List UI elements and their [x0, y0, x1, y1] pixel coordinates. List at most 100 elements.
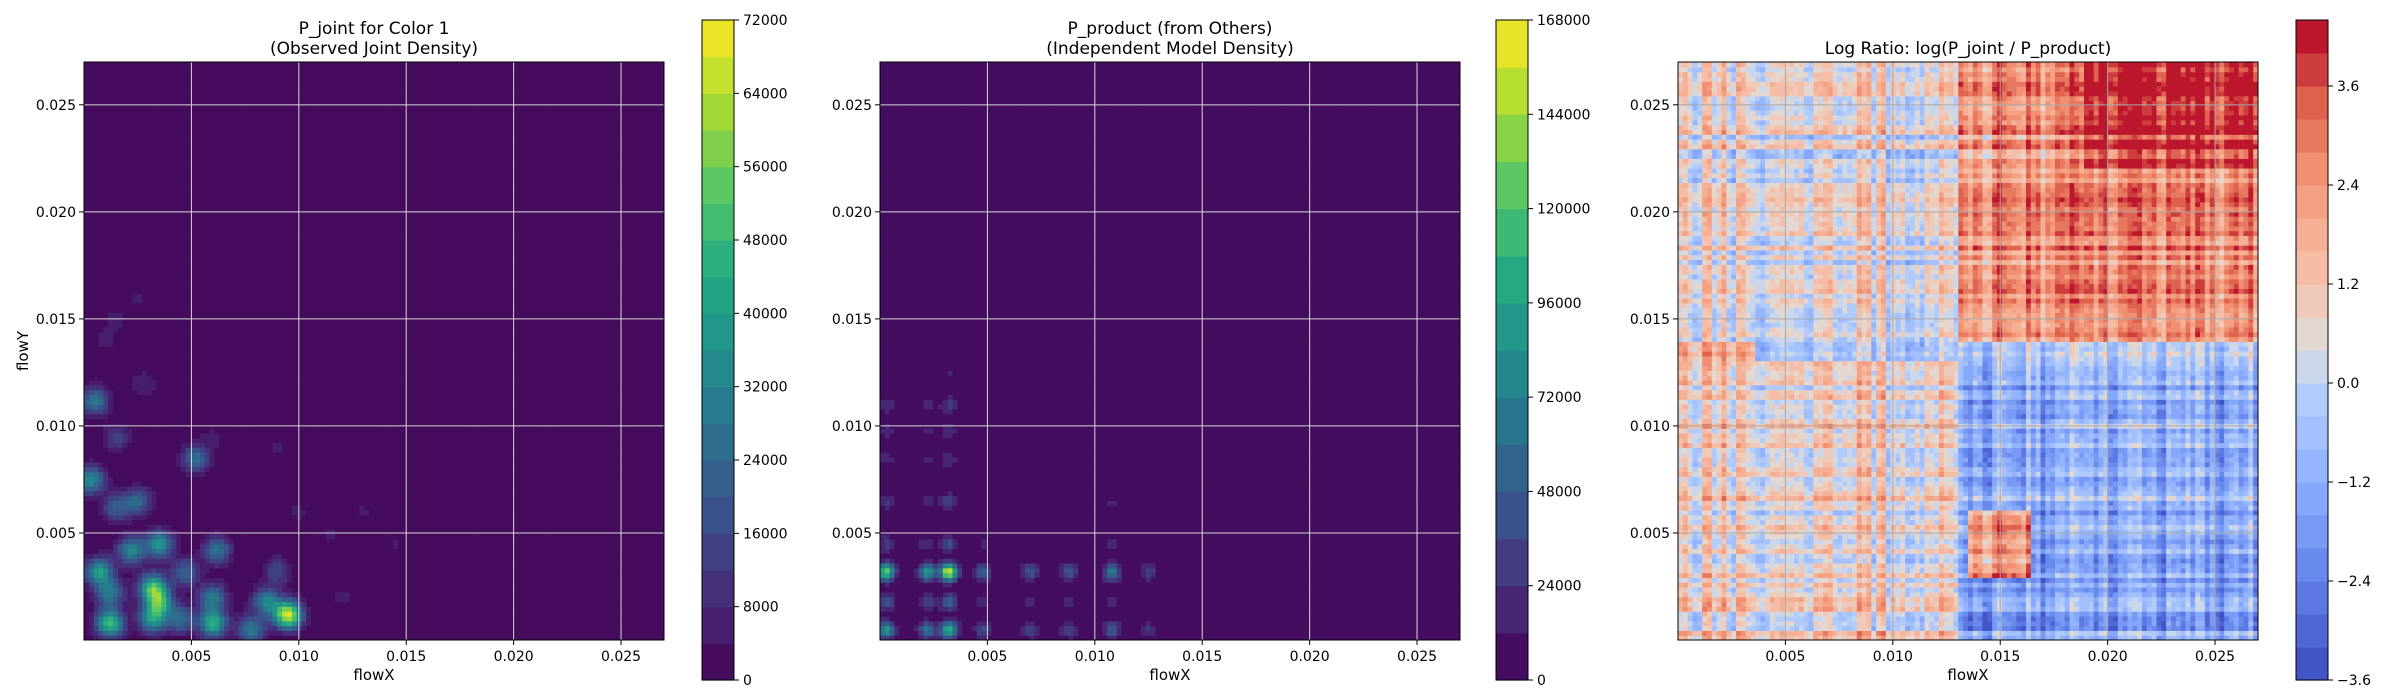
heatmap-cell [407, 529, 414, 535]
heatmap-cell [306, 524, 312, 530]
heatmap-cell [209, 437, 216, 444]
heatmap-cell [175, 485, 182, 492]
heatmap-cell [596, 558, 602, 564]
heatmap-cell [127, 524, 133, 530]
heatmap-cell [166, 558, 172, 564]
heatmap-cell [335, 615, 341, 622]
heatmap-cell [253, 553, 259, 559]
heatmap-cell [514, 572, 520, 578]
heatmap-cell [306, 596, 312, 603]
heatmap-cell [325, 620, 332, 627]
heatmap-cell [528, 529, 535, 535]
heatmap-cell [209, 476, 216, 482]
heatmap-cell [306, 611, 312, 617]
heatmap-cell [137, 615, 143, 622]
heatmap-cell [122, 591, 129, 598]
heatmap-cell [480, 481, 486, 487]
heatmap-cell [200, 485, 206, 492]
heatmap-cell [649, 481, 655, 487]
heatmap-cell [654, 481, 660, 487]
heatmap-cell [417, 442, 423, 448]
heatmap-cell [195, 466, 201, 473]
heatmap-cell [195, 601, 201, 607]
heatmap-cell [485, 620, 491, 627]
heatmap-cell [630, 562, 636, 569]
heatmap-cell [200, 447, 206, 453]
heatmap-cell [364, 452, 370, 458]
heatmap-cell [214, 442, 220, 448]
heatmap-cell [485, 611, 491, 617]
heatmap-cell [378, 529, 385, 535]
heatmap-cell [345, 611, 351, 617]
heatmap-cell [635, 447, 641, 453]
heatmap-cell [625, 447, 631, 453]
heatmap-cell [543, 452, 549, 458]
heatmap-cell [630, 630, 636, 636]
heatmap-cell [137, 635, 143, 640]
heatmap-cell [364, 548, 370, 554]
heatmap-cell [422, 538, 428, 545]
heatmap-cell [272, 596, 278, 603]
heatmap-cell [649, 606, 655, 612]
heatmap-cell [504, 447, 510, 453]
heatmap-cell [552, 476, 559, 482]
heatmap-cell [113, 543, 119, 550]
heatmap-cell [171, 587, 177, 593]
heatmap-cell [262, 562, 269, 569]
heatmap-cell [253, 611, 259, 617]
heatmap-cell [470, 447, 477, 453]
heatmap-cell [287, 635, 293, 640]
heatmap-cell [485, 567, 491, 574]
heatmap-cell [340, 615, 346, 622]
heatmap-cell [436, 582, 443, 588]
heatmap-cell [403, 630, 409, 636]
heatmap-cell [175, 606, 182, 612]
heatmap-cell [639, 514, 646, 521]
heatmap-cell [258, 606, 264, 612]
heatmap-cell [475, 461, 481, 468]
heatmap-cell [528, 615, 535, 622]
heatmap-cell [403, 529, 409, 535]
heatmap-cell [200, 558, 206, 564]
heatmap-cell [214, 572, 220, 578]
heatmap-cell [335, 587, 341, 593]
heatmap-cell [98, 514, 104, 521]
heatmap-cell [470, 481, 477, 487]
heatmap-cell [615, 572, 622, 578]
heatmap-cell [175, 490, 182, 497]
heatmap-cell [258, 611, 264, 617]
heatmap-cell [330, 543, 336, 550]
heatmap-cell [151, 601, 158, 607]
heatmap-cell [180, 529, 187, 535]
heatmap-cell [306, 442, 312, 448]
heatmap-cell [441, 471, 448, 477]
heatmap-cell [320, 476, 327, 482]
heatmap-cell [417, 519, 423, 525]
heatmap-cell [456, 625, 462, 631]
heatmap-cell [572, 558, 578, 564]
heatmap-cell [606, 481, 612, 487]
heatmap-cell [267, 505, 274, 511]
heatmap-cell [180, 625, 187, 631]
heatmap-cell [480, 601, 486, 607]
heatmap-cell [262, 509, 269, 516]
heatmap-cell [659, 509, 664, 516]
heatmap-cell [122, 529, 129, 535]
heatmap-cell [301, 534, 307, 540]
heatmap-cell [615, 567, 622, 574]
heatmap-cell [567, 476, 573, 482]
heatmap-cell [161, 596, 167, 603]
heatmap-cell [306, 490, 312, 497]
heatmap-cell [490, 505, 496, 511]
heatmap-cell [543, 534, 549, 540]
heatmap-cell [388, 630, 394, 636]
heatmap-cell [137, 620, 143, 627]
heatmap-cell [233, 553, 240, 559]
heatmap-cell [398, 615, 404, 622]
heatmap-cell [548, 577, 554, 583]
heatmap-cell [528, 500, 535, 506]
heatmap-cell [412, 495, 419, 501]
heatmap-cell [427, 567, 433, 574]
heatmap-cell [654, 630, 660, 636]
heatmap-cell [383, 625, 390, 631]
